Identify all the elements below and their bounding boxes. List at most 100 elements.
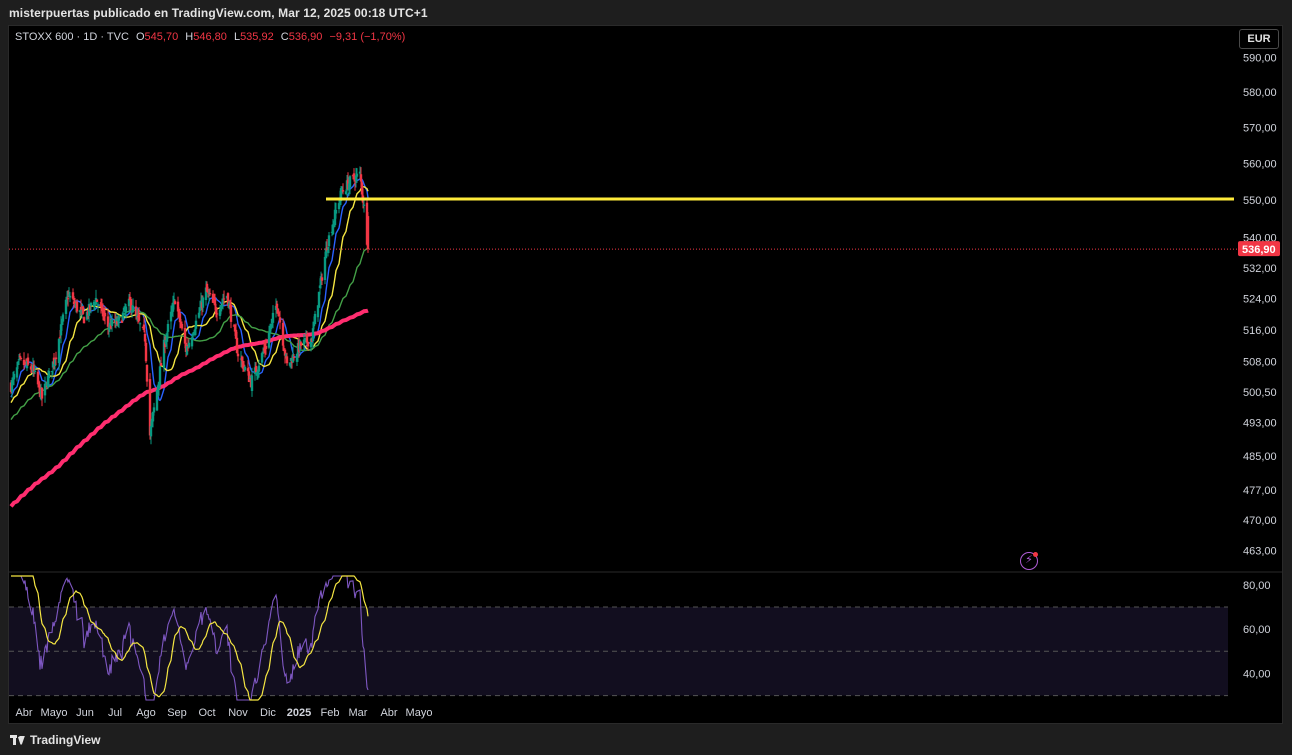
candle-body — [220, 302, 224, 305]
candle-body — [85, 311, 89, 320]
candle-body — [79, 306, 83, 310]
candle-body — [180, 323, 184, 329]
rsi-tick-label: 60,00 — [1243, 624, 1271, 636]
close-value: 536,90 — [288, 31, 323, 43]
candle-body — [283, 349, 287, 356]
candle-body — [309, 338, 313, 348]
rsi-tick-label: 80,00 — [1243, 580, 1271, 592]
candle-body — [214, 307, 218, 314]
price-tick-label: 493,00 — [1243, 418, 1277, 430]
time-tick-label: Abr — [15, 707, 32, 719]
candle-body — [50, 370, 54, 372]
candle-body — [211, 293, 215, 303]
candle-body — [162, 339, 166, 369]
price-tick-label: 524,00 — [1243, 294, 1277, 306]
candle-body — [152, 407, 156, 413]
candle-body — [122, 307, 126, 311]
candle-body — [144, 342, 148, 362]
candle-body — [277, 315, 281, 317]
rsi-tick-label: 40,00 — [1243, 668, 1271, 680]
candle-body — [178, 313, 182, 323]
candle-body — [306, 341, 310, 347]
currency-button[interactable]: EUR — [1239, 29, 1279, 49]
candle-body — [67, 294, 71, 296]
candle-body — [103, 312, 107, 317]
candle-body — [208, 292, 212, 295]
price-tick-label: 485,00 — [1243, 451, 1277, 463]
time-tick-label: Abr — [380, 707, 397, 719]
candle-body — [317, 291, 321, 308]
change-value: −9,31 (−1,70%) — [329, 31, 406, 43]
candle-body — [131, 305, 135, 313]
candle-body — [172, 298, 176, 303]
candle-body — [194, 320, 198, 329]
candle-body — [89, 302, 93, 306]
candle-body — [96, 304, 100, 306]
candles — [9, 166, 370, 445]
candle-body — [87, 303, 91, 316]
ohlc-legend: STOXX 600 · 1D · TVC O545,70 H546,80 L53… — [15, 31, 405, 43]
candle-body — [117, 317, 121, 321]
candle-body — [204, 287, 208, 301]
candle-body — [256, 369, 260, 375]
candle-body — [235, 337, 239, 353]
candle-body — [261, 352, 265, 354]
candle-body — [222, 298, 226, 300]
time-tick-label: Mayo — [406, 707, 433, 719]
tradingview-logo[interactable]: TradingView — [10, 733, 100, 747]
candle-body — [234, 329, 238, 339]
notification-dot — [1033, 552, 1038, 557]
candle-body — [218, 309, 222, 316]
candle-body — [278, 317, 282, 323]
candle-body — [352, 173, 356, 180]
price-tick-label: 500,50 — [1243, 387, 1277, 399]
candle-body — [250, 375, 254, 392]
close-label: C — [280, 31, 289, 43]
candle-body — [362, 204, 366, 206]
candle-body — [360, 182, 364, 195]
candle-body — [187, 342, 191, 348]
candle-body — [359, 174, 363, 182]
candle-body — [292, 356, 296, 359]
candle-body — [242, 364, 246, 368]
ma-10-line — [10, 178, 369, 402]
lightning-icon[interactable]: ⚡ — [1020, 552, 1038, 570]
candle-body — [305, 333, 309, 343]
candle-body — [276, 308, 280, 314]
candle-body — [29, 366, 33, 370]
time-tick-label: Dic — [260, 707, 276, 719]
rsi-ma-line — [11, 575, 369, 701]
candle-body — [59, 324, 63, 336]
candle-body — [128, 296, 132, 301]
candle-body — [337, 203, 341, 210]
candle-body — [190, 337, 194, 347]
candle-body — [155, 389, 159, 411]
candle-body — [51, 361, 55, 368]
candle-body — [302, 339, 306, 345]
price-tick-label: 477,00 — [1243, 485, 1277, 497]
price-tick-label: 570,00 — [1243, 122, 1277, 134]
candle-body — [71, 292, 75, 299]
publication-caption: misterpuertas publicado en TradingView.c… — [9, 6, 428, 20]
candle-body — [303, 338, 307, 340]
candle-body — [142, 324, 146, 331]
candle-body — [61, 314, 65, 322]
candle-body — [299, 342, 303, 346]
candle-body — [229, 304, 233, 322]
candle-body — [326, 247, 330, 253]
candle-body — [289, 358, 293, 362]
candle-body — [284, 354, 288, 356]
candle-body — [267, 333, 271, 348]
candle-body — [47, 371, 51, 379]
open-value: 545,70 — [144, 31, 179, 43]
candle-body — [100, 304, 104, 307]
candle-body — [183, 328, 187, 344]
time-tick-label: Sep — [167, 707, 187, 719]
candle-body — [207, 294, 211, 296]
low-label: L — [233, 31, 241, 43]
candle-body — [257, 365, 261, 372]
high-label: H — [185, 31, 194, 43]
low-value: 535,92 — [240, 31, 274, 43]
candle-body — [129, 299, 133, 311]
